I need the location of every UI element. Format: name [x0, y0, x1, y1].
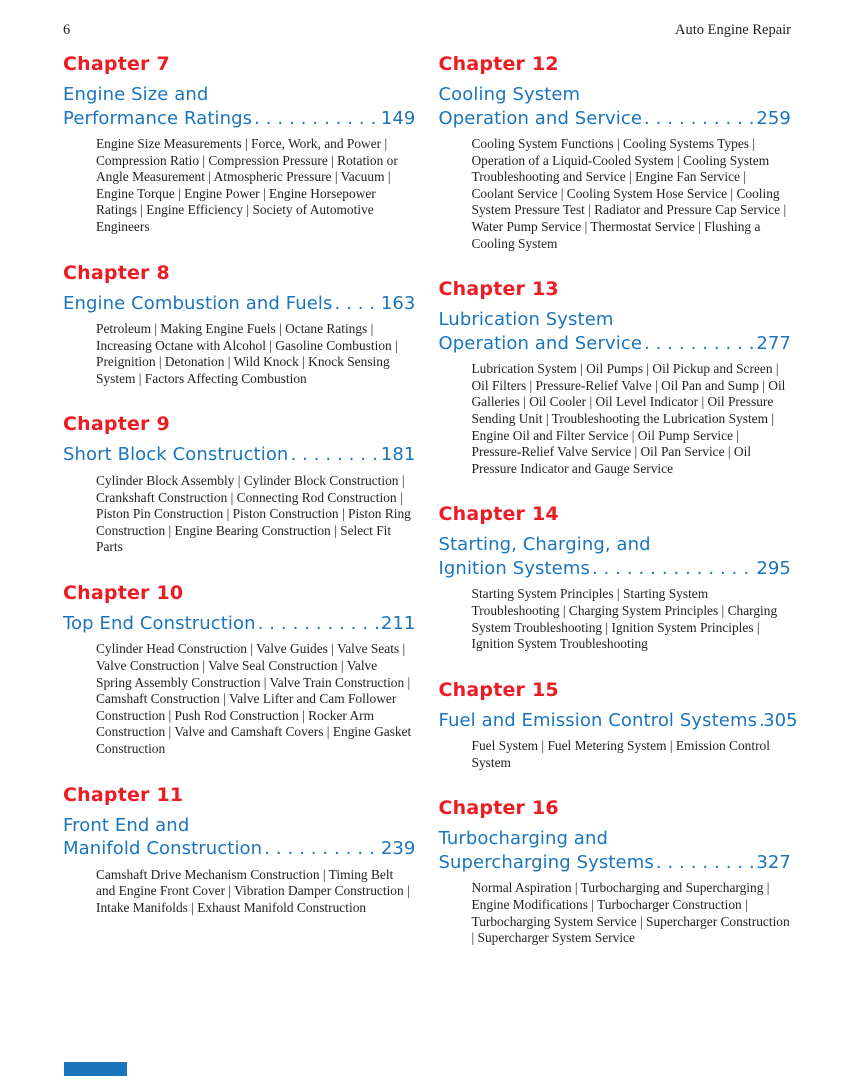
chapter-title-line1: Front End and — [63, 814, 190, 836]
chapter-topics: Engine Size Measurements | Force, Work, … — [96, 136, 398, 234]
chapter-page-number: 211 — [380, 612, 416, 634]
chapter-title-line1: Turbocharging and — [438, 828, 608, 850]
chapter-topics: Cylinder Head Construction | Valve Guide… — [96, 641, 412, 756]
chapter-title: Cooling System Operation and Service . .… — [439, 83, 792, 130]
running-head: Auto Engine Repair — [675, 22, 791, 38]
chapter-title-line1: Starting, Charging, and — [438, 534, 651, 556]
chapter-page-number: 239 — [380, 838, 416, 860]
dot-leader: . . . . . . . . . . . . . . . . . . . . … — [334, 292, 380, 314]
dot-leader: . . . . . . . . . . . . . . . . . . . . … — [290, 444, 380, 466]
chapter-title: Engine Size and Performance Ratings . . … — [63, 83, 416, 130]
chapter-title-line1: Cooling System — [438, 84, 581, 105]
chapter-title: Top End Construction . . . . . . . . . .… — [63, 612, 416, 636]
toc-column-right: Chapter 12 Cooling System Operation and … — [438, 53, 798, 973]
page-number: 6 — [63, 22, 71, 38]
chapter-title-line2: Operation and Service . . . . . . . . . … — [439, 107, 792, 131]
page-header: 6 Auto Engine Repair — [63, 22, 791, 39]
chapter-title-text: Short Block Construction — [63, 444, 289, 466]
chapter-number: Chapter 9 — [63, 413, 170, 436]
dot-leader: . . . . . . . . . . . . . . . . . . . . … — [655, 851, 756, 873]
chapter-number: Chapter 8 — [63, 261, 170, 284]
chapter-number: Chapter 11 — [63, 783, 184, 806]
toc-chapter-16: Chapter 16 Turbocharging and Superchargi… — [439, 797, 792, 946]
chapter-number: Chapter 13 — [438, 278, 559, 301]
toc-chapter-12: Chapter 12 Cooling System Operation and … — [439, 53, 792, 252]
chapter-topics: Petroleum | Making Engine Fuels | Octane… — [96, 321, 398, 386]
chapter-title-text: Operation and Service — [438, 332, 643, 354]
toc-column-left: Chapter 7 Engine Size and Performance Ra… — [63, 53, 416, 973]
toc-chapter-9: Chapter 9 Short Block Construction . . .… — [63, 413, 416, 555]
chapter-title-line2: Supercharging Systems . . . . . . . . . … — [439, 851, 792, 875]
toc-chapter-14: Chapter 14 Starting, Charging, and Ignit… — [439, 503, 792, 652]
chapter-title: Lubrication System Operation and Service… — [439, 308, 792, 355]
dot-leader: . . . . . . . . . . . . . . . . . . . . … — [257, 612, 381, 634]
dot-leader: . . . . . . . . . . . . . . . . . . . . — [757, 709, 763, 733]
chapter-title-text: Top End Construction — [63, 612, 256, 634]
chapter-topics: Lubrication System | Oil Pumps | Oil Pic… — [471, 361, 786, 476]
chapter-title-line2: Short Block Construction . . . . . . . .… — [63, 443, 416, 467]
chapter-title-line2: Top End Construction . . . . . . . . . .… — [63, 612, 416, 636]
chapter-title: Starting, Charging, and Ignition Systems… — [439, 533, 792, 580]
chapter-number: Chapter 12 — [438, 53, 559, 75]
chapter-page-number: 277 — [756, 332, 791, 354]
toc-chapter-15: Chapter 15 Fuel and Emission Control Sys… — [438, 678, 798, 772]
chapter-number: Chapter 10 — [63, 581, 184, 604]
chapter-title: Engine Combustion and Fuels . . . . . . … — [63, 292, 416, 316]
toc-chapter-11: Chapter 11 Front End and Manifold Constr… — [63, 784, 416, 917]
dot-leader: . . . . . . . . . . . . . . . . . . . . … — [644, 332, 756, 354]
chapter-title-text: Fuel and Emission Control Systems — [438, 709, 758, 731]
chapter-title-line1: Engine Size and — [63, 84, 209, 105]
chapter-title-line2: Manifold Construction . . . . . . . . . … — [63, 837, 416, 861]
chapter-title-line1: Lubrication System — [438, 309, 614, 331]
chapter-title-text: Operation and Service — [438, 107, 643, 129]
chapter-page-number: 259 — [756, 107, 791, 129]
chapter-topics: Camshaft Drive Mechanism Construction | … — [96, 866, 410, 915]
chapter-title-text: Performance Ratings — [63, 107, 253, 129]
chapter-title-line2: Fuel and Emission Control Systems . . . … — [438, 709, 798, 733]
chapter-topics: Fuel System | Fuel Metering System | Emi… — [471, 738, 770, 770]
chapter-title: Short Block Construction . . . . . . . .… — [63, 443, 416, 467]
chapter-title-line2: Engine Combustion and Fuels . . . . . . … — [63, 292, 416, 316]
chapter-page-number: 327 — [756, 851, 791, 873]
chapter-title-text: Supercharging Systems — [438, 851, 654, 873]
chapter-page-number: 149 — [380, 107, 416, 129]
chapter-page-number: 163 — [380, 292, 416, 314]
dot-leader: . . . . . . . . . . . . . . . . . . . . … — [264, 838, 381, 860]
toc-chapter-13: Chapter 13 Lubrication System Operation … — [439, 278, 792, 477]
chapter-page-number: 305 — [763, 709, 798, 731]
chapter-topics: Cooling System Functions | Cooling Syste… — [471, 136, 787, 251]
chapter-title: Front End and Manifold Construction . . … — [63, 814, 416, 861]
dot-leader: . . . . . . . . . . . . . . . . . . . . … — [254, 107, 381, 129]
chapter-title: Turbocharging and Supercharging Systems … — [439, 827, 792, 874]
chapter-topics: Cylinder Block Assembly | Cylinder Block… — [96, 472, 411, 555]
toc-chapter-8: Chapter 8 Engine Combustion and Fuels . … — [63, 262, 416, 388]
chapter-number: Chapter 16 — [438, 797, 559, 820]
chapter-title-text: Manifold Construction — [63, 838, 263, 860]
chapter-topics: Starting System Principles | Starting Sy… — [471, 586, 778, 652]
toc-chapter-10: Chapter 10 Top End Construction . . . . … — [63, 582, 416, 758]
chapter-title: Fuel and Emission Control Systems . . . … — [438, 709, 798, 733]
chapter-number: Chapter 15 — [438, 678, 559, 701]
chapter-title-text: Ignition Systems — [438, 557, 590, 579]
chapter-title-line2: Operation and Service . . . . . . . . . … — [439, 332, 792, 356]
dot-leader: . . . . . . . . . . . . . . . . . . . . … — [644, 107, 756, 129]
toc-chapter-7: Chapter 7 Engine Size and Performance Ra… — [63, 53, 416, 236]
dot-leader: . . . . . . . . . . . . . . . . . . . . … — [591, 557, 756, 579]
toc-columns: Chapter 7 Engine Size and Performance Ra… — [63, 53, 798, 973]
chapter-title-line2: Performance Ratings . . . . . . . . . . … — [63, 107, 416, 131]
chapter-number: Chapter 7 — [63, 53, 170, 75]
chapter-title-text: Engine Combustion and Fuels — [63, 292, 333, 314]
chapter-page-number: 295 — [756, 557, 791, 579]
chapter-title-line2: Ignition Systems . . . . . . . . . . . .… — [439, 557, 792, 581]
chapter-number: Chapter 14 — [438, 503, 559, 526]
page-edge-tab — [64, 1062, 127, 1076]
chapter-topics: Normal Aspiration | Turbocharging and Su… — [471, 880, 790, 946]
chapter-page-number: 181 — [380, 444, 416, 466]
